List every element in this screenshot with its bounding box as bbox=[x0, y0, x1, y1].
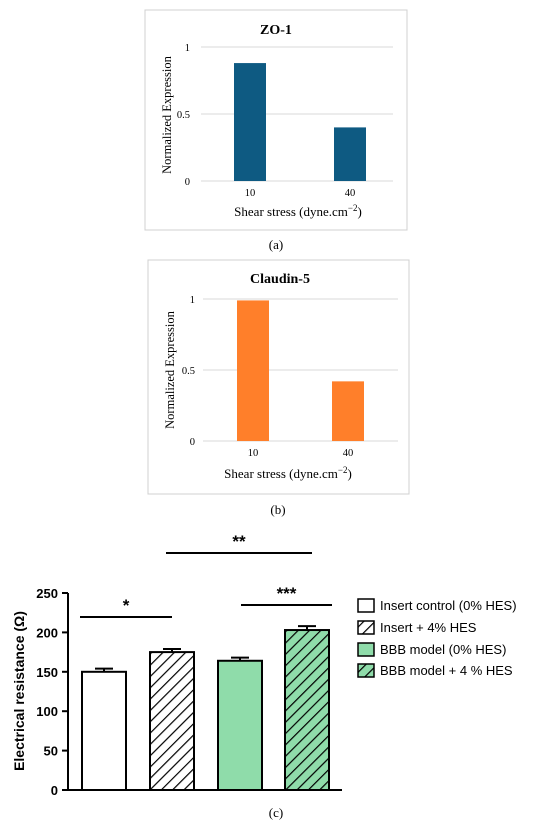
a-x-tick-label: 40 bbox=[345, 188, 356, 199]
panel-c-significance: ****** bbox=[80, 532, 332, 618]
a-x-tick-label: 10 bbox=[245, 188, 256, 199]
b-y-tick-label: 1 bbox=[190, 295, 195, 306]
panel-b-x-axis-label: Shear stress (dyne.cm−2) bbox=[224, 465, 352, 481]
a-y-tick-label: 1 bbox=[185, 43, 190, 54]
panel-c-y-tick-label: 0 bbox=[51, 783, 58, 798]
panel-a-caption: (a) bbox=[269, 237, 283, 252]
panel-a-title: ZO-1 bbox=[260, 23, 292, 38]
panel-a-bars bbox=[234, 63, 366, 181]
panel-b-bars bbox=[237, 300, 364, 441]
panel-c-legend-swatch bbox=[357, 620, 375, 635]
b-y-tick-label: 0 bbox=[190, 437, 195, 448]
panel-c-y-tick-label: 100 bbox=[36, 704, 58, 719]
panel-a-y-axis-label: Normalized Expression bbox=[160, 55, 174, 173]
panel-c-bar-2 bbox=[149, 651, 195, 791]
b-y-tick-label: 0.5 bbox=[182, 366, 195, 377]
panel-b-x-ticks: 10 40 bbox=[248, 448, 354, 459]
panel-b-y-ticks: 00.51 bbox=[182, 295, 195, 448]
panel-c-significance-label: * bbox=[123, 596, 130, 615]
panel-c-caption: (c) bbox=[269, 805, 283, 820]
a-bar-40 bbox=[334, 127, 366, 181]
panel-a-x-axis-label: Shear stress (dyne.cm−2) bbox=[234, 203, 362, 219]
panel-a-y-ticks: 00.51 bbox=[177, 43, 190, 188]
panel-c-y-ticks: 0 50 100 150 200 250 bbox=[36, 586, 68, 798]
panel-b-caption: (b) bbox=[270, 502, 285, 517]
panel-c-y-tick-label: 150 bbox=[36, 665, 58, 680]
panel-c-bar-3 bbox=[217, 659, 263, 791]
panel-b-y-axis-label: Normalized Expression bbox=[163, 310, 177, 428]
a-y-tick-label: 0 bbox=[185, 177, 190, 188]
panel-c-y-tick-label: 250 bbox=[36, 586, 58, 601]
panel-c-legend-swatch bbox=[357, 598, 375, 613]
panel-b: Claudin-5 00.51 10 40 Normalized Expressi… bbox=[147, 259, 410, 517]
panel-c-legend-swatch bbox=[357, 642, 375, 657]
a-y-tick-label: 0.5 bbox=[177, 110, 190, 121]
panel-c-legend: Insert control (0% HES) Insert + 4% HES BB… bbox=[357, 598, 517, 678]
panel-b-gridlines bbox=[203, 298, 398, 442]
panel-a: ZO-1 00.51 10 40 Normalized Expression Sh… bbox=[144, 9, 408, 252]
panel-c-legend-label: BBB model + 4 % HES bbox=[380, 663, 513, 678]
panel-c-significance-label: ** bbox=[232, 532, 246, 551]
panel-b-title: Claudin-5 bbox=[250, 272, 310, 287]
b-x-tick-label: 10 bbox=[248, 448, 259, 459]
panel-b-frame bbox=[147, 259, 410, 495]
a-bar-10 bbox=[234, 63, 266, 181]
panel-a-x-ticks: 10 40 bbox=[245, 188, 356, 199]
panel-c-bar-4 bbox=[284, 629, 330, 792]
b-bar-40 bbox=[332, 381, 364, 441]
panel-c-legend-label: BBB model (0% HES) bbox=[380, 642, 506, 657]
panel-c-legend-label: Insert control (0% HES) bbox=[380, 598, 517, 613]
b-x-tick-label: 40 bbox=[343, 448, 354, 459]
panel-c-legend-label: Insert + 4% HES bbox=[380, 620, 477, 635]
panel-c-bar-1 bbox=[81, 670, 127, 791]
panel-c-y-tick-label: 200 bbox=[36, 625, 58, 640]
b-bar-10 bbox=[237, 300, 269, 441]
panel-c-y-tick-label: 50 bbox=[44, 744, 58, 759]
panel-c-bars bbox=[81, 625, 330, 792]
panel-c-y-axis-label: Electrical resistance (Ω) bbox=[11, 611, 27, 771]
panel-c-significance-label: *** bbox=[277, 584, 297, 603]
panel-c-legend-swatch bbox=[357, 663, 375, 678]
